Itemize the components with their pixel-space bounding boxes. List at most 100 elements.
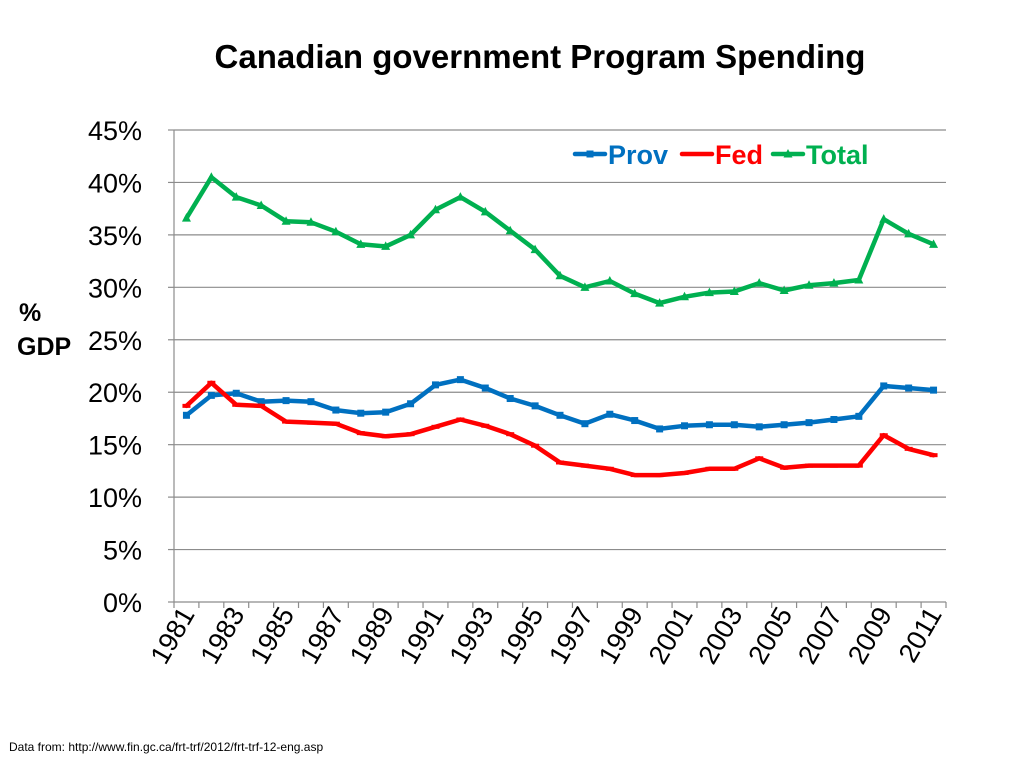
series-total-point (331, 226, 341, 236)
series-prov-point (730, 421, 738, 429)
series-prov-point (905, 384, 913, 392)
series-total-point (804, 280, 814, 289)
series-total-point (630, 288, 640, 298)
series-fed-point (282, 419, 291, 424)
x-tick-label: 1985 (244, 602, 300, 669)
series-total-point (555, 270, 565, 280)
series-prov-point (805, 419, 813, 427)
series-total-point (779, 285, 789, 294)
series-prov-point (382, 408, 390, 416)
series-total-point (854, 274, 864, 284)
series-fed-point (854, 463, 863, 468)
x-tick-label: 1989 (344, 602, 400, 669)
series-total-point (455, 192, 465, 201)
series-fed-point (381, 434, 390, 439)
series-fed-point (829, 463, 838, 468)
series-prov-point (855, 412, 863, 420)
series-prov-point (581, 420, 589, 428)
series-prov-point (332, 406, 340, 414)
series-fed-point (755, 456, 764, 461)
series-prov-point (531, 402, 539, 410)
series-fed-point (580, 463, 589, 468)
series-fed-point (929, 453, 938, 458)
series-total-point (480, 206, 490, 216)
legend-total-marker (783, 149, 793, 158)
y-tick-label: 25% (88, 326, 142, 356)
series-total-point (281, 216, 291, 225)
series-prov-point (705, 421, 713, 429)
series-prov-point (556, 411, 564, 419)
series-fed-point (780, 465, 789, 470)
series-prov-point (930, 386, 938, 394)
x-tick-label: 1993 (443, 602, 499, 669)
series-total-point (430, 204, 440, 214)
x-tick-label: 1997 (543, 602, 599, 669)
series-total-point (904, 228, 914, 238)
series-total-point (306, 217, 316, 226)
series-prov-point (755, 423, 763, 431)
y-tick-label: 30% (88, 273, 142, 303)
series-prov-point (880, 382, 888, 390)
series-fed-point (805, 463, 814, 468)
series-prov-point (257, 398, 265, 406)
x-tick-label: 1999 (593, 602, 649, 669)
y-tick-label: 40% (88, 168, 142, 198)
series-prov-point (307, 398, 315, 406)
series-fed-point (506, 432, 515, 437)
y-tick-label: 0% (103, 588, 142, 618)
series-prov-point (606, 410, 614, 418)
series-prov-point (407, 400, 415, 408)
series-prov-point (830, 415, 838, 423)
series-total-point (704, 287, 714, 297)
x-tick-label: 1981 (145, 602, 201, 669)
series-fed-point (207, 380, 216, 385)
series-prov-point (232, 389, 240, 397)
y-tick-label: 35% (88, 221, 142, 251)
series-fed-point (879, 433, 888, 438)
x-tick-label: 2003 (692, 602, 748, 669)
y-axis-label-line2: GDP (17, 333, 72, 361)
x-tick-labels: 1981198319851987198919911993199519971999… (145, 602, 948, 669)
y-tick-label: 5% (103, 536, 142, 566)
series-total-point (181, 213, 191, 222)
series-total-point (580, 282, 590, 291)
y-tick-label: 45% (88, 116, 142, 146)
legend-total-label: Total (806, 140, 869, 170)
series-fed-point (232, 402, 241, 407)
series-total-point (381, 241, 391, 250)
series-prov-point (282, 397, 290, 405)
x-tick-label: 2001 (643, 602, 699, 669)
series-fed-point (431, 424, 440, 429)
series-fed-point (904, 446, 913, 451)
series-fed-point (556, 460, 564, 465)
y-tick-labels: 0% 5% 10% 15% 20% 25% 30% 35% 40% 45% (88, 116, 142, 618)
series-total-point (754, 278, 764, 287)
series-prov-point (780, 421, 788, 429)
x-tick-label: 1995 (493, 602, 549, 669)
x-tick-label: 2011 (893, 602, 948, 667)
series-total-point (356, 239, 366, 248)
legend-prov-marker (586, 150, 594, 158)
x-tick-label: 1987 (294, 602, 350, 669)
chart-title: Canadian government Program Spending (214, 38, 866, 75)
series-fed-point (680, 470, 689, 475)
series-total-point (829, 278, 839, 287)
x-tick-label: 1991 (394, 602, 450, 669)
series-prov-point (431, 381, 439, 389)
series-total-point (206, 172, 216, 181)
series-total-point (680, 291, 690, 301)
series-lines (181, 172, 939, 478)
legend: Prov Fed Total (572, 140, 869, 170)
series-prov-point (357, 409, 365, 417)
source-note: Data from: http://www.fin.gc.ca/frt-trf/… (9, 740, 324, 754)
y-tick-label: 15% (88, 431, 142, 461)
series-total-point (256, 200, 266, 210)
series-prov-point (506, 395, 514, 403)
series-prov-point (456, 376, 464, 384)
gridlines (174, 129, 946, 551)
series-prov-point (631, 417, 639, 425)
legend-fed-label: Fed (715, 140, 763, 170)
series-fed-point (356, 431, 365, 436)
series-fed-point (630, 473, 639, 478)
